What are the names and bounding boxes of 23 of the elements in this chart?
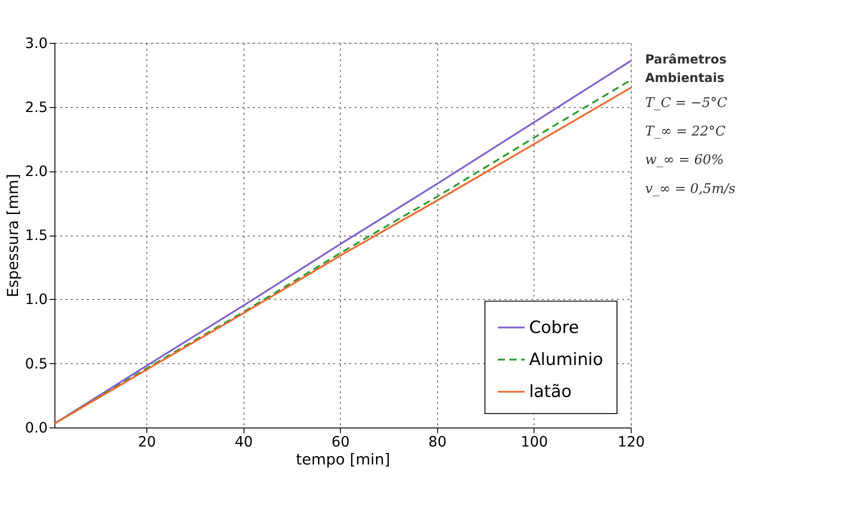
y-tick-label: 2.5 (25, 100, 48, 116)
x-tick-label: 100 (520, 434, 548, 451)
text: v_∞ = 0,5m/s (645, 182, 736, 197)
text: Parâmetros Ambientais (645, 51, 727, 86)
legend-label: Aluminio (529, 348, 604, 369)
y-tick-label: 1.5 (25, 228, 48, 244)
x-tick-label: 120 (618, 434, 645, 451)
x-axis-title: tempo [min] (296, 450, 390, 468)
y-tick-label: 0.0 (25, 420, 48, 436)
y-tick-label: 0.5 (25, 356, 48, 372)
text: T_∞ = 22°C (645, 124, 726, 140)
legend-label: latão (529, 381, 572, 402)
y-tick-label: 3.0 (25, 36, 48, 52)
x-tick-label: 40 (234, 434, 253, 451)
text: w_∞ = 60% (645, 153, 724, 168)
x-tick-label: 60 (332, 434, 350, 451)
legend-label: Cobre (529, 316, 580, 337)
text: T_C = −5°C (645, 96, 728, 112)
y-tick-label: 2.0 (25, 164, 48, 180)
y-tick-label: 1.0 (25, 292, 48, 308)
x-tick-label: 20 (138, 434, 156, 451)
y-axis-title: Espessura [mm] (4, 174, 22, 298)
x-tick-label: 80 (428, 434, 447, 451)
